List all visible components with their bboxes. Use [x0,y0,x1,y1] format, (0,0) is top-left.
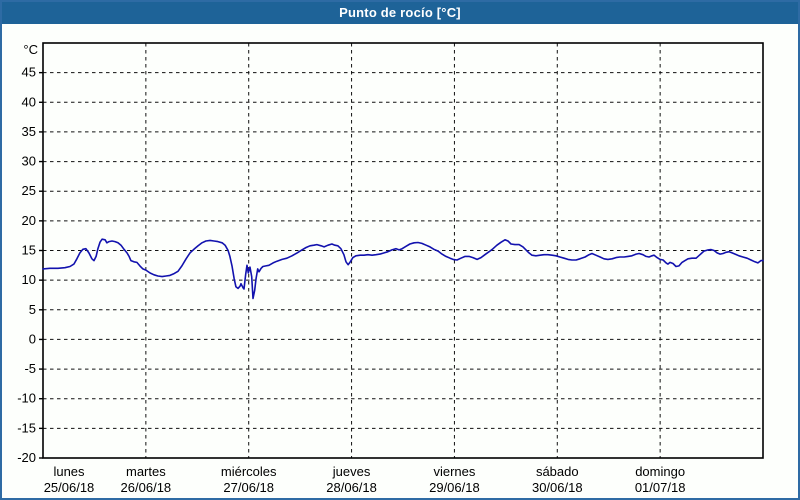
y-tick-label: -20 [17,450,36,465]
day-name-label: miércoles [221,464,277,479]
y-tick-label: -15 [17,420,36,435]
day-name-label: lunes [53,464,85,479]
day-date-label: 01/07/18 [635,480,686,495]
y-tick-label: 45 [22,65,36,80]
day-name-label: viernes [433,464,475,479]
y-tick-label: 0 [29,331,36,346]
y-tick-label: 25 [22,183,36,198]
day-date-label: 27/06/18 [223,480,274,495]
plot-border [42,42,764,459]
day-date-label: 29/06/18 [429,480,480,495]
day-name-label: sábado [536,464,579,479]
y-tick-label: 35 [22,124,36,139]
y-tick-label: 30 [22,154,36,169]
y-tick-label: 40 [22,94,36,109]
day-name-label: martes [126,464,166,479]
title-bar: Punto de rocío [°C] [2,2,798,24]
page-title: Punto de rocío [°C] [339,5,461,20]
day-name-label: jueves [332,464,371,479]
y-tick-label: -5 [24,361,36,376]
y-tick-label: 15 [22,243,36,258]
day-name-label: domingo [635,464,685,479]
y-tick-label: -10 [17,391,36,406]
day-date-label: 30/06/18 [532,480,583,495]
dew-point-line [42,238,764,300]
y-axis-unit-label: °C [23,42,38,57]
day-date-label: 28/06/18 [326,480,377,495]
y-tick-label: 5 [29,302,36,317]
day-date-label: 26/06/18 [121,480,172,495]
y-tick-label: 10 [22,272,36,287]
y-tick-label: 20 [22,213,36,228]
day-date-label: 25/06/18 [44,480,95,495]
